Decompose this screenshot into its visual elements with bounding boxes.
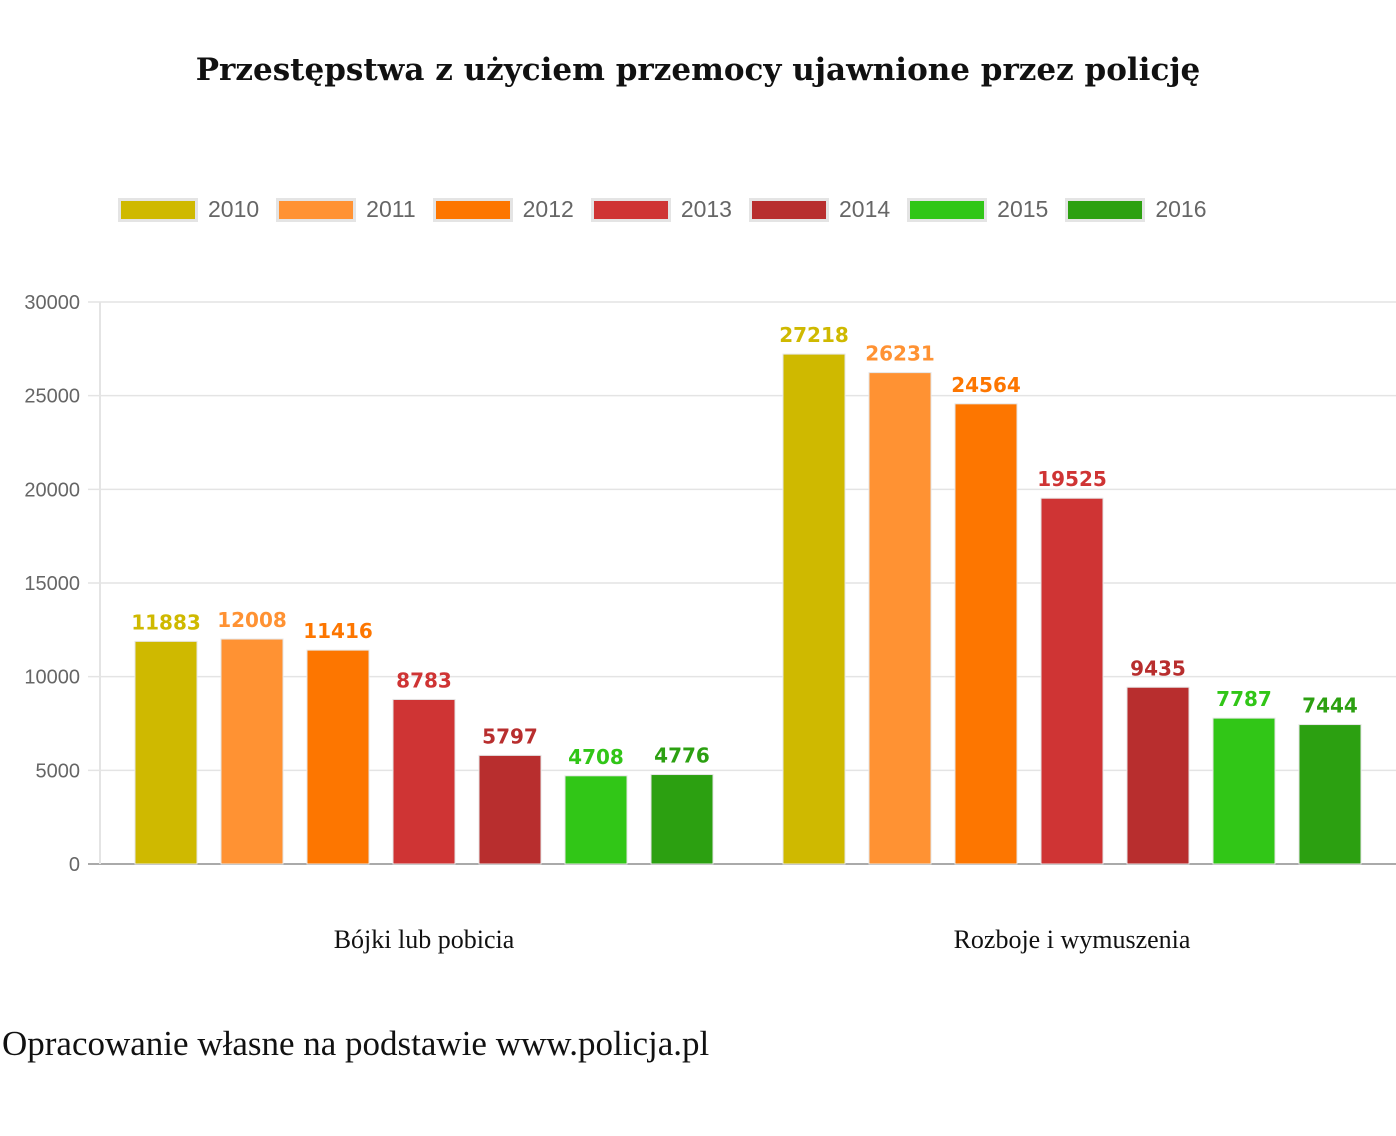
x-category-label: Bójki lub pobicia [334, 925, 515, 954]
bar-2014[interactable] [478, 754, 542, 865]
legend-label: 2015 [997, 196, 1049, 222]
y-tick-label: 0 [69, 854, 80, 876]
bar-2014[interactable] [1126, 686, 1190, 865]
legend-swatch [432, 197, 513, 222]
legend-item-2013[interactable]: 2013 [590, 196, 732, 223]
data-label: 24564 [951, 373, 1021, 397]
legend-swatch [118, 197, 198, 222]
legend-item-2012[interactable]: 2012 [432, 196, 574, 223]
data-label: 12008 [217, 608, 287, 632]
legend-swatch [590, 197, 671, 222]
legend-label: 2012 [522, 196, 574, 222]
data-label: 5797 [482, 724, 538, 748]
bar-2016[interactable] [650, 774, 714, 865]
bar-2011[interactable] [220, 638, 284, 865]
bar-2013[interactable] [392, 698, 456, 865]
data-label: 11883 [131, 610, 201, 634]
y-tick-label: 10000 [24, 667, 80, 689]
legend-label: 2013 [680, 196, 732, 222]
bar-2012[interactable] [306, 649, 370, 865]
bar-2012[interactable] [954, 403, 1018, 865]
bar-2011[interactable] [868, 372, 932, 865]
data-label: 9435 [1130, 656, 1186, 680]
legend-item-2016[interactable]: 2016 [1065, 196, 1207, 223]
data-label: 27218 [779, 323, 849, 347]
bar-2015[interactable] [1212, 717, 1276, 865]
y-tick-label: 5000 [36, 760, 81, 782]
bar-2016[interactable] [1298, 724, 1362, 865]
legend-label: 2010 [208, 196, 260, 222]
bar-2013[interactable] [1040, 497, 1104, 865]
legend-label: 2016 [1155, 196, 1207, 222]
bar-2010[interactable] [134, 640, 198, 865]
legend-item-2014[interactable]: 2014 [748, 196, 891, 223]
legend-item-2015[interactable]: 2015 [907, 196, 1048, 223]
data-label: 4708 [568, 745, 624, 769]
x-category-label: Rozboje i wymuszenia [954, 925, 1191, 954]
legend-swatch [276, 197, 357, 222]
bar-2010[interactable] [782, 353, 846, 865]
data-label: 11416 [303, 619, 373, 643]
legend-item-2010[interactable]: 2010 [118, 196, 259, 223]
source-note: Opracowanie własne na podstawie www.poli… [2, 1024, 710, 1063]
data-label: 7787 [1216, 687, 1272, 711]
legend-label: 2011 [366, 196, 416, 222]
y-tick-label: 25000 [24, 386, 80, 408]
y-tick-label: 30000 [24, 292, 80, 314]
legend-swatch [1065, 197, 1146, 222]
chart-area: 0 5000 10000 15000 20000 25000 30000 Bójki lub … [24, 292, 1396, 954]
legend-item-2011[interactable]: 2011 [276, 196, 416, 223]
bar-2015[interactable] [564, 775, 628, 865]
data-label: 4776 [654, 744, 710, 768]
legend-swatch [748, 197, 829, 222]
data-label: 7444 [1302, 694, 1358, 718]
data-label: 19525 [1037, 467, 1107, 491]
data-label: 26231 [865, 342, 935, 366]
chart-title: Przestępstwa z użyciem przemocy ujawnion… [195, 52, 1201, 88]
y-tick-label: 20000 [24, 479, 80, 501]
y-tick-label: 15000 [24, 573, 80, 595]
legend-swatch [907, 197, 988, 222]
data-label: 8783 [396, 668, 452, 692]
legend-label: 2014 [838, 196, 891, 222]
legend: 2010 2011 2012 2013 2014 2015 2016 [118, 196, 1224, 223]
